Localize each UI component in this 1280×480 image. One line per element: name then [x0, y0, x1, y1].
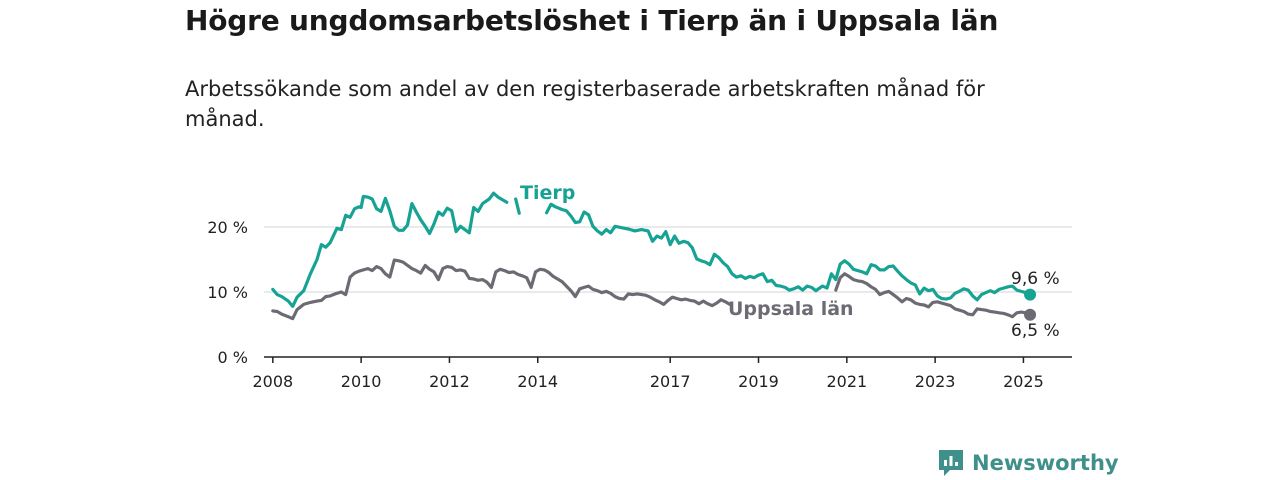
x-tick-label: 2014	[517, 372, 558, 391]
x-tick-label: 2012	[429, 372, 470, 391]
y-tick-label: 20 %	[207, 218, 248, 237]
y-tick-label: 10 %	[207, 283, 248, 302]
x-tick-label: 2021	[826, 372, 867, 391]
x-tick-label: 2010	[341, 372, 382, 391]
series-line-tierp	[271, 191, 509, 308]
end-value-label-uppsala-lan: 6,5 %	[1011, 321, 1060, 341]
end-value-label-tierp: 9,6 %	[1011, 269, 1060, 289]
series-line-tierp	[545, 202, 1032, 302]
series-line-uppsala-lan	[271, 258, 732, 321]
x-tick-label: 2008	[252, 372, 293, 391]
x-tick-label: 2019	[738, 372, 779, 391]
x-tick-label: 2023	[915, 372, 956, 391]
brand-logo: Newsworthy	[938, 448, 1119, 478]
series-end-point	[1024, 288, 1037, 301]
x-tick-label: 2025	[1003, 372, 1044, 391]
series-line-uppsala-lan	[834, 272, 1032, 319]
series-label-tierp: Tierp	[520, 182, 575, 204]
series-line-tierp	[514, 197, 521, 215]
chart-title: Högre ungdomsarbetslöshet i Tierp än i U…	[185, 4, 999, 37]
x-tick-label: 2017	[650, 372, 691, 391]
y-tick-label: 0 %	[218, 348, 248, 367]
brand-name: Newsworthy	[972, 451, 1119, 475]
series-label-uppsala-lan: Uppsala län	[728, 298, 854, 320]
series-end-point	[1024, 308, 1037, 321]
newsworthy-logo-icon	[939, 450, 963, 476]
chart-subtitle: Arbetssökande som andel av den registerb…	[185, 77, 985, 131]
